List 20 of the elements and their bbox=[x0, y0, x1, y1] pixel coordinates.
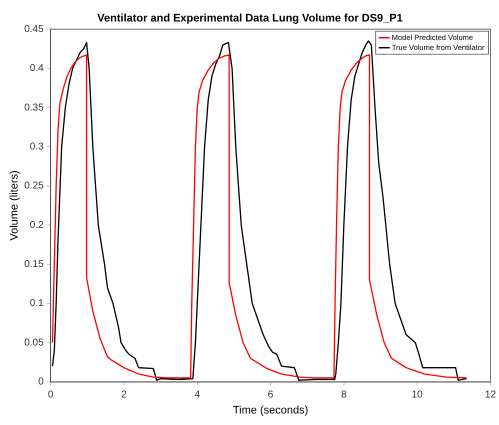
x-tick-label: 2 bbox=[121, 390, 128, 401]
x-axis-title: Time (seconds) bbox=[232, 404, 308, 416]
x-tick-label: 8 bbox=[341, 390, 348, 401]
y-axis-title: Volume (liters) bbox=[8, 170, 21, 241]
y-tick-label: 0.05 bbox=[24, 337, 44, 348]
y-tick-label: 0.25 bbox=[24, 180, 44, 192]
x-tick-label: 0 bbox=[48, 390, 54, 401]
x-tick-label: 6 bbox=[268, 390, 274, 401]
y-tick-label: 0.4 bbox=[30, 63, 44, 74]
y-tick-label: 0.2 bbox=[30, 220, 44, 231]
y-tick-label: 0.1 bbox=[30, 298, 44, 310]
y-tick-label: 0.15 bbox=[24, 259, 44, 270]
y-tick-label: 0 bbox=[38, 376, 44, 388]
chart-title: Ventilator and Experimental Data Lung Volume for DS9_P1 bbox=[97, 12, 403, 25]
x-tick-label: 4 bbox=[194, 390, 200, 401]
x-tick-label: 12 bbox=[484, 390, 496, 401]
y-tick-label: 0.45 bbox=[24, 24, 44, 35]
x-tick-label: 10 bbox=[412, 390, 424, 401]
y-tick-label: 0.3 bbox=[30, 141, 44, 152]
y-tick-label: 0.35 bbox=[24, 102, 44, 114]
